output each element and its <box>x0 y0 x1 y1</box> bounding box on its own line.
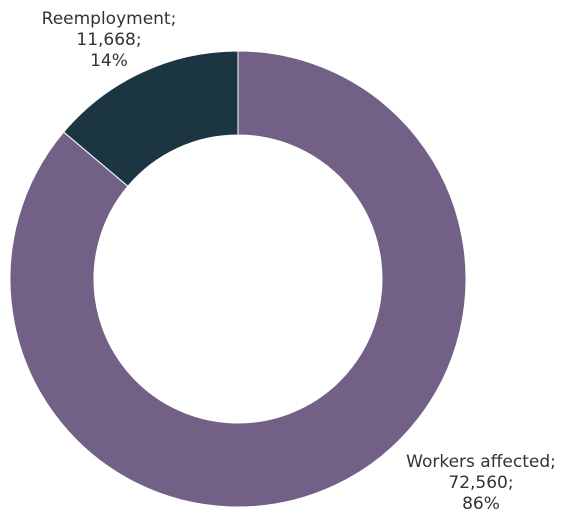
donut-slice-reemployment <box>62 50 239 187</box>
data-label-workers-affected-percent: 86% <box>462 494 500 514</box>
data-label-workers-affected: Workers affected; 72,560; 86% <box>388 452 573 515</box>
data-label-reemployment-name: Reemployment; <box>41 9 177 29</box>
data-label-workers-affected-name: Workers affected; <box>406 452 556 472</box>
donut-slice-workers-affected <box>9 50 467 508</box>
data-label-reemployment: Reemployment; 11,668; 14% <box>20 9 198 72</box>
data-label-workers-affected-value: 72,560; <box>448 473 514 493</box>
data-label-reemployment-percent: 14% <box>90 51 128 71</box>
data-label-reemployment-value: 11,668; <box>76 30 142 50</box>
